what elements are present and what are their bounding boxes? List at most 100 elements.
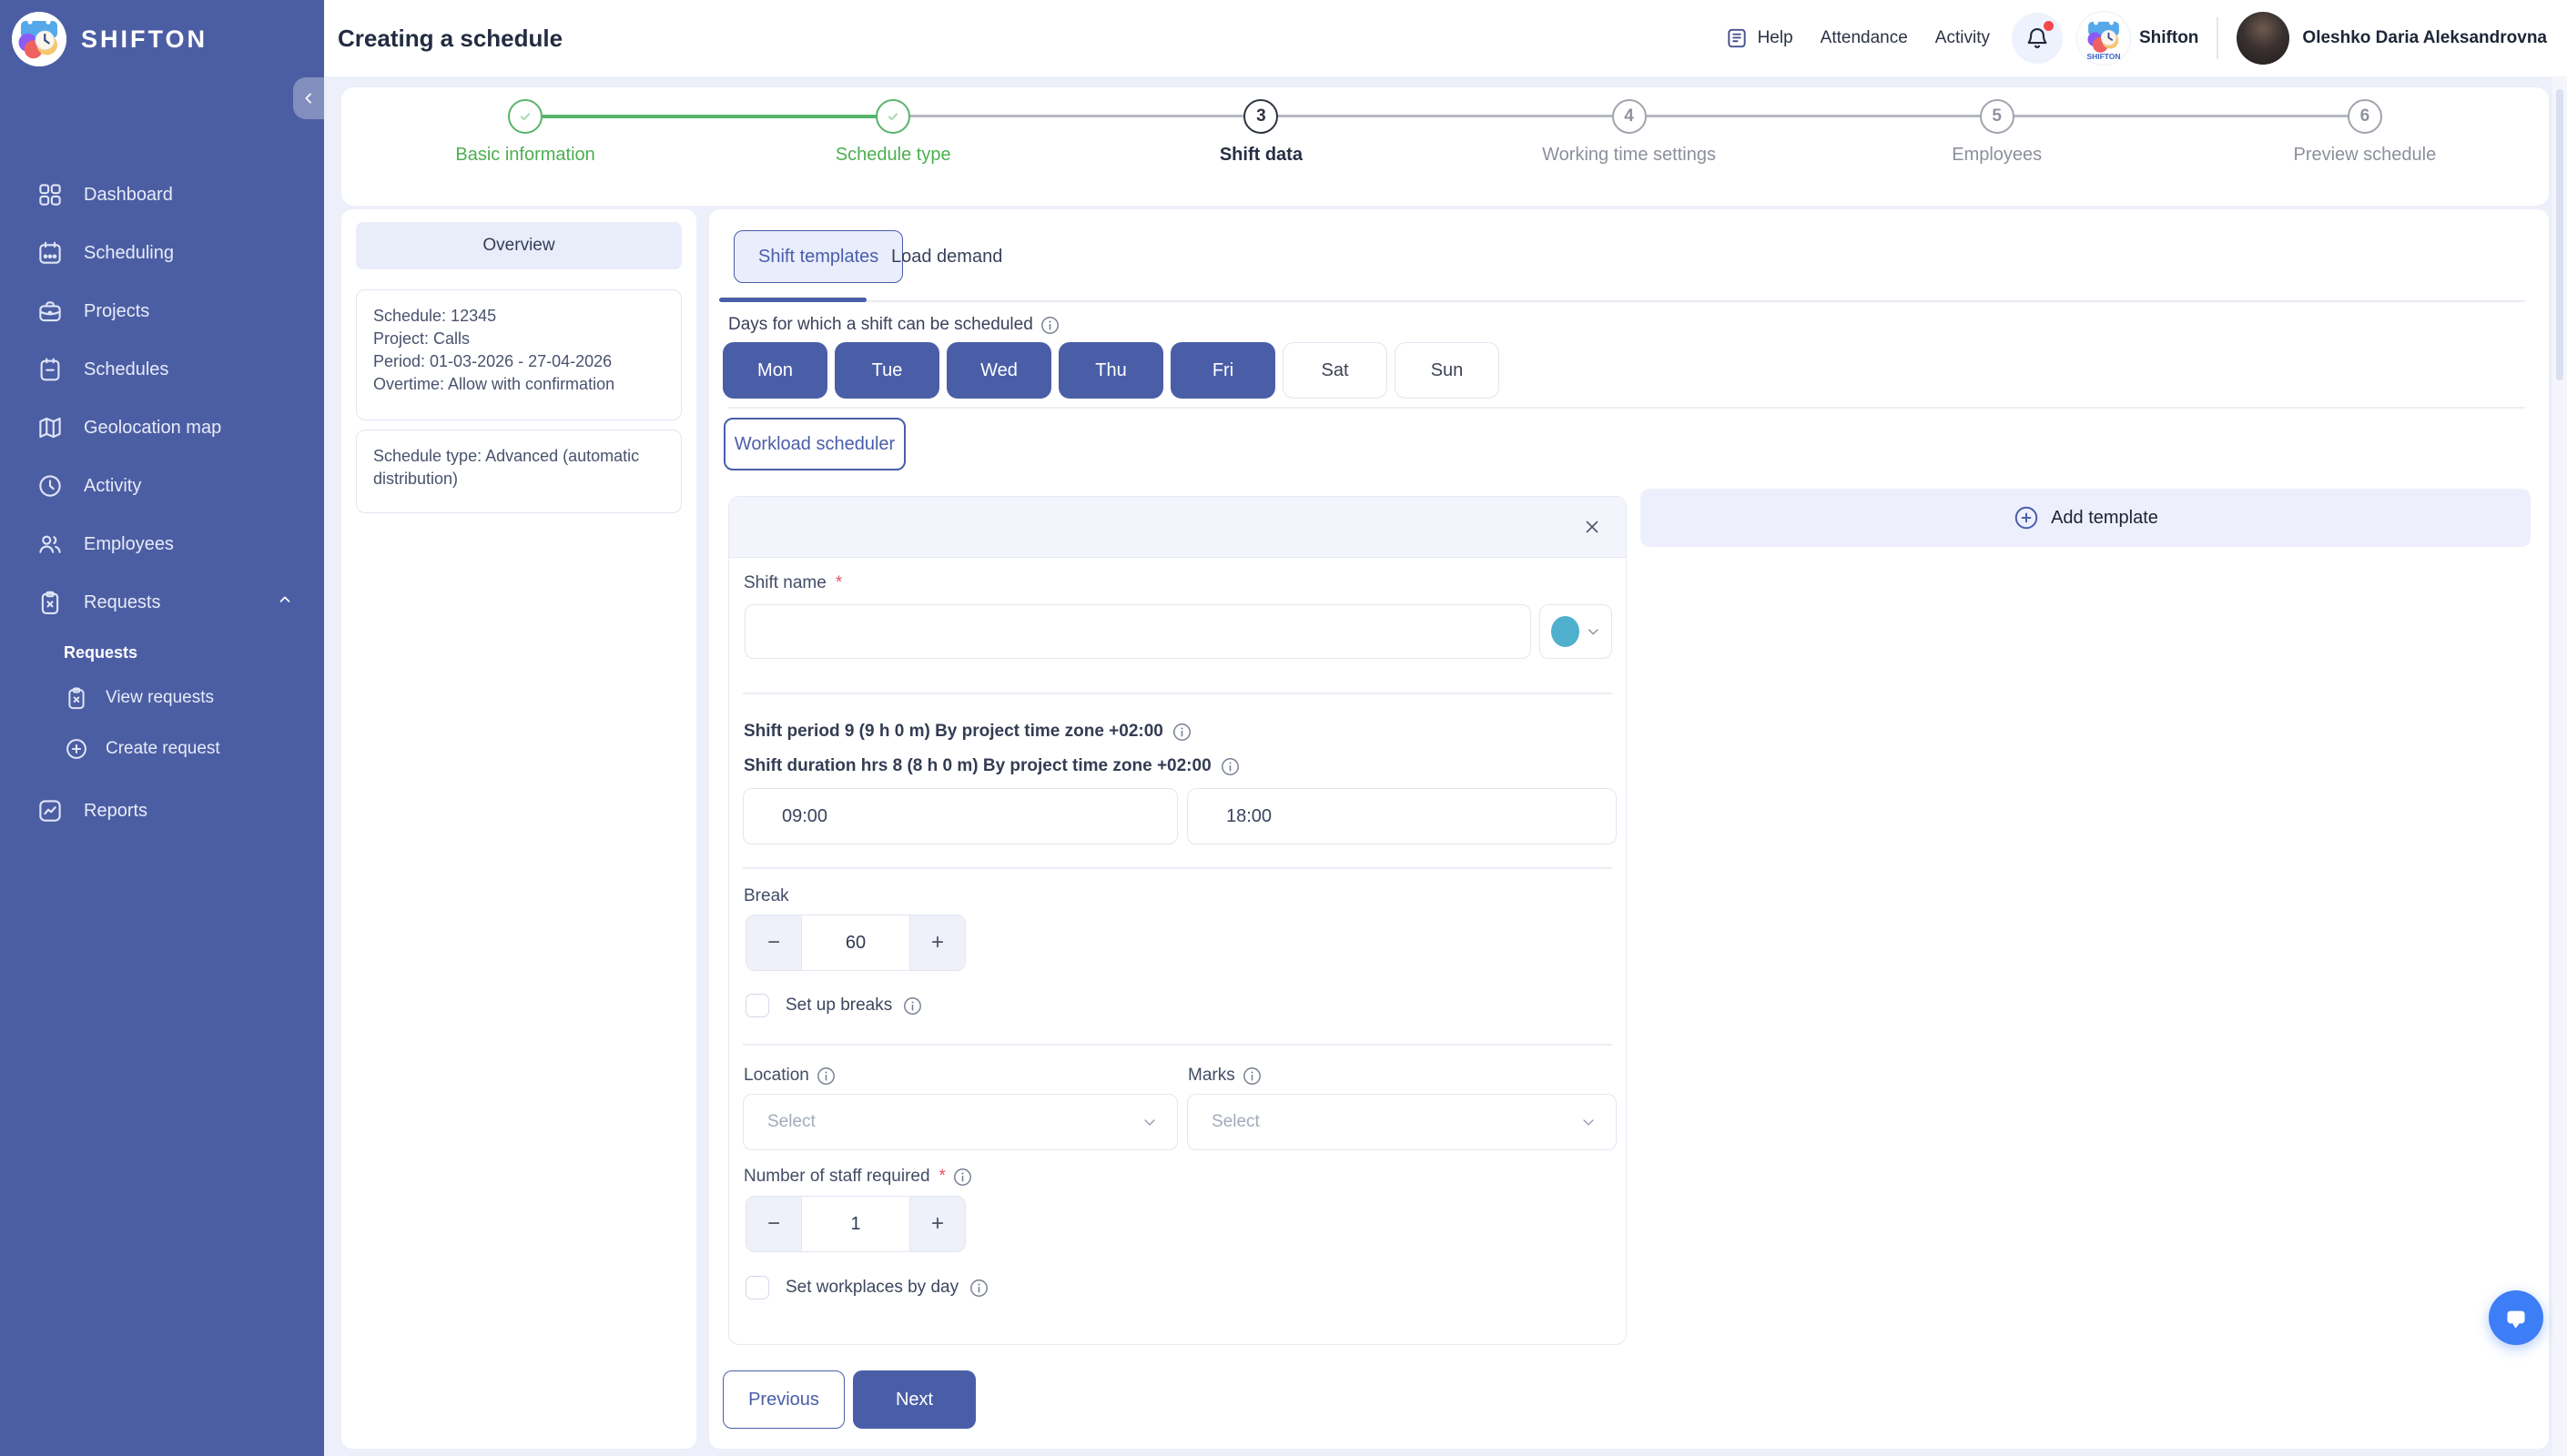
info-icon[interactable]	[903, 996, 922, 1016]
info-icon[interactable]	[953, 1168, 972, 1187]
end-time-input[interactable]: 18:00	[1187, 788, 1617, 844]
tab-load-demand[interactable]: Load demand	[891, 246, 1003, 267]
sidebar-item-label: Employees	[84, 533, 174, 554]
info-icon[interactable]	[1040, 316, 1060, 335]
tabs-divider	[728, 300, 2525, 302]
calendar-icon	[39, 241, 61, 264]
chevron-down-icon	[1583, 1119, 1594, 1126]
sidebar-item-requests[interactable]: Requests	[0, 573, 324, 632]
brand-logo[interactable]: SHIFTON	[12, 12, 208, 66]
chevron-up-icon[interactable]	[277, 592, 293, 613]
step-working-time-settings[interactable]: 4 Working time settings	[1445, 87, 1812, 206]
step-label: Shift data	[1219, 145, 1303, 165]
break-minus-button[interactable]: −	[746, 915, 801, 970]
day-button-mon[interactable]: Mon	[723, 342, 827, 399]
previous-button[interactable]: Previous	[723, 1370, 845, 1429]
day-button-tue[interactable]: Tue	[835, 342, 939, 399]
day-button-wed[interactable]: Wed	[947, 342, 1051, 399]
sidebar-item-schedules[interactable]: Schedules	[0, 340, 324, 399]
sidebar-item-dashboard[interactable]: Dashboard	[0, 166, 324, 224]
add-template-label: Add template	[2051, 507, 2158, 528]
shift-duration-text: Shift duration hrs 8 (8 h 0 m) By projec…	[744, 756, 1212, 775]
overview-tab[interactable]: Overview	[356, 222, 682, 269]
tab-shift-templates[interactable]: Shift templates	[734, 230, 904, 283]
step-label: Employees	[1952, 145, 2043, 165]
info-icon[interactable]	[969, 1279, 989, 1298]
close-icon[interactable]	[1582, 517, 1604, 539]
step-employees[interactable]: 5 Employees	[1813, 87, 2181, 206]
workload-scheduler-button[interactable]: Workload scheduler	[724, 418, 906, 470]
notifications-button[interactable]	[2011, 13, 2063, 64]
sidebar-collapse-button[interactable]	[293, 77, 324, 119]
page-title: Creating a schedule	[338, 24, 563, 52]
day-button-sun[interactable]: Sun	[1395, 342, 1499, 399]
sidebar-item-geolocation-map[interactable]: Geolocation map	[0, 399, 324, 457]
sidebar-item-projects[interactable]: Projects	[0, 282, 324, 340]
step-label: Basic information	[455, 145, 595, 165]
step-number: 6	[2347, 99, 2382, 134]
staff-label-row: Number of staff required *	[744, 1167, 972, 1187]
map-icon	[39, 417, 61, 439]
day-button-fri[interactable]: Fri	[1171, 342, 1275, 399]
sidebar-item-label: Create request	[106, 739, 220, 758]
shift-color-select[interactable]	[1539, 604, 1612, 659]
marks-select[interactable]: Select	[1187, 1094, 1617, 1150]
sidebar-item-label: Scheduling	[84, 242, 174, 263]
shift-name-label: Shift name	[744, 573, 827, 592]
set-up-breaks-checkbox[interactable]	[746, 994, 769, 1017]
add-template-button[interactable]: Add template	[1640, 489, 2531, 547]
step-basic-information[interactable]: Basic information	[341, 87, 709, 206]
sidebar-item-activity[interactable]: Activity	[0, 457, 324, 515]
staff-plus-button[interactable]: +	[910, 1197, 965, 1251]
sidebar-item-label: Dashboard	[84, 184, 173, 205]
help-label: Help	[1757, 28, 1793, 47]
schedule-summary-card: Schedule: 12345 Project: Calls Period: 0…	[356, 289, 682, 420]
sidebar-item-view-requests[interactable]: View requests	[0, 672, 324, 723]
clock-icon	[39, 475, 61, 497]
company-logo-icon[interactable]: SHIFTON	[2076, 12, 2130, 65]
scrollbar-thumb[interactable]	[2556, 89, 2563, 380]
section-divider	[728, 407, 2525, 409]
staff-value[interactable]: 1	[801, 1197, 910, 1251]
step-label: Preview schedule	[2293, 145, 2437, 165]
shift-name-input[interactable]	[745, 604, 1531, 659]
topbar-right: Help Attendance Activity SHIFTON Shifton…	[1725, 0, 2547, 76]
sidebar-item-employees[interactable]: Employees	[0, 515, 324, 573]
step-shift-data[interactable]: 3 Shift data	[1077, 87, 1445, 206]
sidebar-item-label: View requests	[106, 688, 214, 707]
sidebar-item-create-request[interactable]: Create request	[0, 723, 324, 774]
info-icon[interactable]	[1172, 723, 1192, 742]
summary-project: Project: Calls	[373, 329, 471, 348]
step-schedule-type[interactable]: Schedule type	[709, 87, 1077, 206]
break-value[interactable]: 60	[801, 915, 910, 970]
day-button-sat[interactable]: Sat	[1283, 342, 1387, 399]
help-link[interactable]: Help	[1725, 26, 1793, 50]
attendance-link[interactable]: Attendance	[1821, 28, 1908, 48]
next-button[interactable]: Next	[853, 1370, 976, 1429]
info-icon[interactable]	[817, 1067, 836, 1086]
step-preview-schedule[interactable]: 6 Preview schedule	[2181, 87, 2549, 206]
scrollbar-track[interactable]	[2552, 76, 2567, 1456]
day-button-thu[interactable]: Thu	[1059, 342, 1163, 399]
break-plus-button[interactable]: +	[910, 915, 965, 970]
staff-minus-button[interactable]: −	[746, 1197, 801, 1251]
activity-link[interactable]: Activity	[1935, 28, 1990, 48]
user-avatar[interactable]	[2237, 12, 2290, 65]
step-label: Schedule type	[835, 145, 951, 165]
sidebar-item-scheduling[interactable]: Scheduling	[0, 224, 324, 282]
info-icon[interactable]	[1221, 757, 1240, 776]
info-icon[interactable]	[1243, 1067, 1262, 1086]
shift-data-panel: Shift templates Load demand Days for whi…	[709, 209, 2549, 1449]
sidebar-item-reports[interactable]: Reports	[0, 782, 324, 840]
step-number: 3	[1243, 99, 1279, 134]
user-name[interactable]: Oleshko Daria Aleksandrovna	[2302, 28, 2547, 47]
set-workplaces-checkbox[interactable]	[746, 1276, 769, 1299]
company-name[interactable]: Shifton	[2138, 28, 2199, 47]
chat-widget-button[interactable]	[2489, 1290, 2543, 1345]
location-select[interactable]: Select	[743, 1094, 1178, 1150]
sidebar-item-label: Schedules	[84, 359, 169, 379]
reports-group: Reports	[0, 782, 324, 840]
start-time-input[interactable]: 09:00	[743, 788, 1178, 844]
requests-subnav: View requests Create request	[0, 672, 324, 774]
